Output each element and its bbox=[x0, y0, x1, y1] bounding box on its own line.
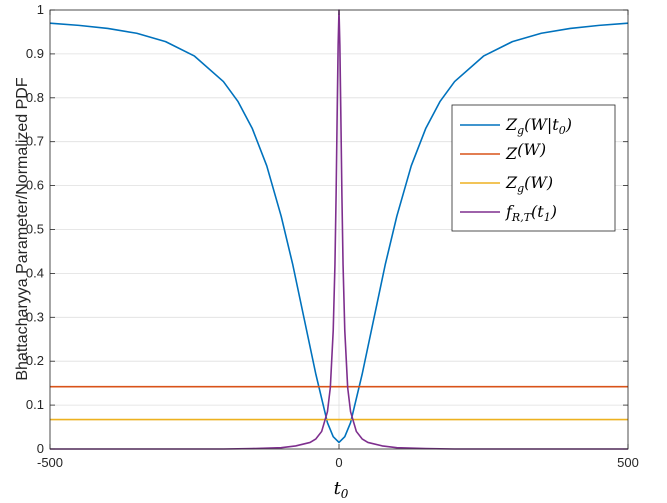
legend-arg: (t bbox=[531, 202, 544, 221]
x-tick-label: 500 bbox=[617, 455, 639, 470]
legend-label-1: Zg(W|t0) bbox=[505, 115, 572, 137]
legend-label-2: Z(W) bbox=[505, 140, 546, 163]
legend-subscript: g bbox=[517, 182, 524, 195]
y-tick-label: 0.7 bbox=[26, 134, 44, 149]
y-tick-label: 0.6 bbox=[26, 178, 44, 193]
x-tick-label: 0 bbox=[335, 455, 342, 470]
x-axis-label: t0 bbox=[334, 478, 349, 501]
ticks: 00.10.20.30.40.50.60.70.80.91-500 0 500 bbox=[26, 2, 639, 470]
y-tick-label: 0.2 bbox=[26, 353, 44, 368]
legend-base: Z bbox=[505, 173, 518, 192]
legend-arg-subscript: 1 bbox=[544, 211, 551, 224]
legend-arg: (W) bbox=[524, 173, 553, 192]
legend-subscript: R,T bbox=[511, 211, 533, 224]
y-tick-label: 0.8 bbox=[26, 90, 44, 105]
x-axis-label-subscript: 0 bbox=[341, 487, 349, 501]
legend-subscript: g bbox=[517, 124, 524, 137]
legend-base: Z bbox=[505, 144, 518, 163]
legend-base: f bbox=[505, 202, 515, 221]
legend-label-3: Zg(W) bbox=[505, 173, 553, 195]
legend-arg-subscript: 0 bbox=[559, 124, 566, 137]
y-tick-label: 1 bbox=[37, 2, 44, 17]
y-tick-label: 0.9 bbox=[26, 46, 44, 61]
y-tick-label: 0.5 bbox=[26, 222, 44, 237]
series-line-1 bbox=[49, 22, 629, 444]
legend-base: Z bbox=[505, 115, 518, 134]
y-tick-label: 0.4 bbox=[26, 265, 44, 280]
x-axis-label-base: t bbox=[334, 478, 342, 499]
legend-close: ) bbox=[550, 202, 557, 221]
x-tick-label: -500 bbox=[37, 455, 63, 470]
y-tick-label: 0.3 bbox=[26, 309, 44, 324]
legend-arg: (W|t bbox=[524, 115, 559, 134]
legend-box bbox=[451, 104, 616, 232]
legend-close: ) bbox=[565, 115, 572, 134]
y-axis-label: Bhattacharyya Parameter/Normalized PDF bbox=[14, 77, 31, 380]
legend-arg: (W) bbox=[517, 140, 546, 159]
y-tick-label: 0 bbox=[37, 441, 44, 456]
legend-label-4: fR,T(t1) bbox=[505, 202, 557, 224]
legend: Zg(W|t0)Z(W)Zg(W)fR,T(t1) bbox=[451, 104, 616, 232]
y-tick-label: 0.1 bbox=[26, 397, 44, 412]
